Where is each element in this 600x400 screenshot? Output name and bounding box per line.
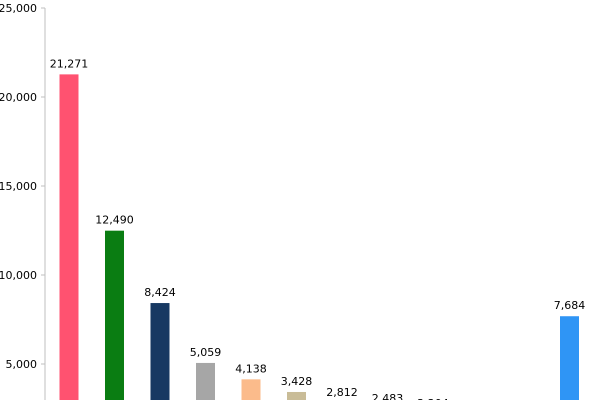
bar-value-label: 7,684 bbox=[554, 299, 586, 312]
bar-value-label: 21,271 bbox=[50, 57, 89, 70]
bar bbox=[560, 316, 579, 400]
bar bbox=[105, 230, 124, 400]
y-tick-label: 25,000 bbox=[0, 2, 37, 15]
bar bbox=[196, 362, 215, 400]
bar bbox=[59, 74, 79, 400]
y-tick-label: 15,000 bbox=[0, 180, 37, 193]
y-tick-label: 10,000 bbox=[0, 269, 37, 282]
bar-value-label: 12,490 bbox=[95, 214, 134, 227]
bar bbox=[287, 391, 306, 400]
bar-value-label: 3,428 bbox=[281, 375, 313, 388]
bar bbox=[150, 303, 170, 400]
bar-value-label: 2,483 bbox=[372, 392, 404, 400]
bar bbox=[241, 379, 261, 400]
y-tick-label: 5,000 bbox=[6, 358, 38, 371]
bar-value-label: 5,059 bbox=[190, 346, 222, 359]
bar-value-label: 2,204 bbox=[417, 397, 449, 400]
y-tick-label: 20,000 bbox=[0, 91, 37, 104]
bar-value-label: 4,138 bbox=[235, 362, 267, 375]
bar-value-label: 8,424 bbox=[144, 286, 176, 299]
bar-value-label: 2,812 bbox=[326, 386, 358, 399]
